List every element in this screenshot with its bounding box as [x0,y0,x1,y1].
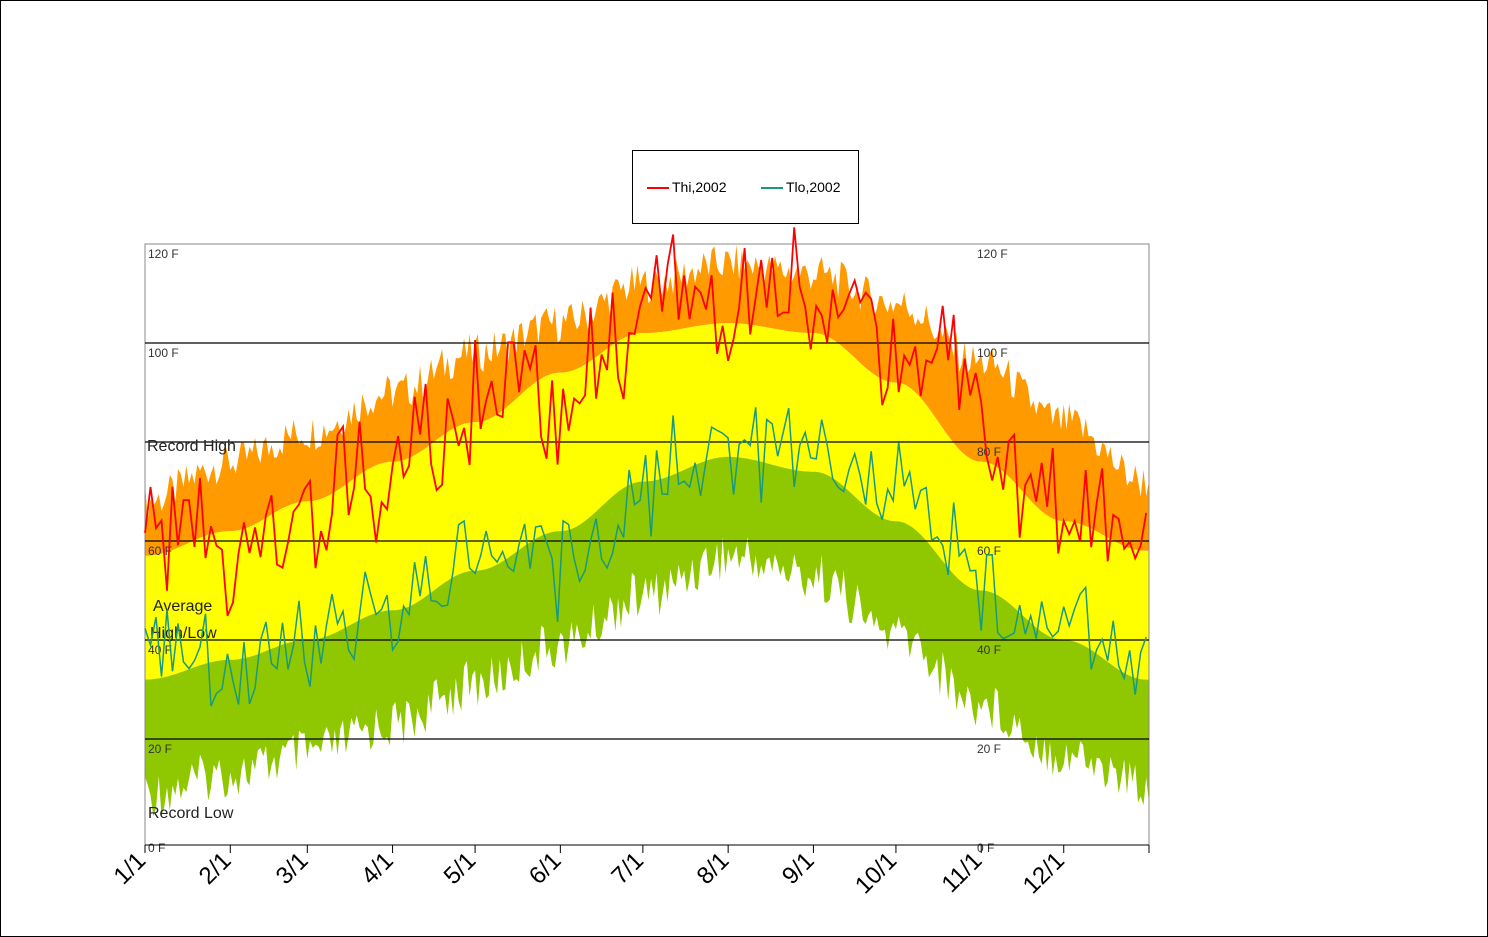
average-label-line1: Average [153,598,212,615]
record-high-label: Record High [147,438,236,455]
y-tick-label-right: 80 F [977,445,1001,459]
y-tick-label-left: 0 F [148,841,165,855]
x-tick-label: 4/1 [356,847,399,890]
record-high-band [145,244,1149,556]
legend-item-tlo: Tlo,2002 [761,179,840,195]
y-tick-label-right: 100 F [977,346,1008,360]
y-tick-label-right: 40 F [977,643,1001,657]
average-label-line2: High/Low [150,625,217,642]
tlo-2002-line [144,407,1147,707]
record-low-band [145,456,1149,817]
x-tick-label: 3/1 [271,847,314,890]
x-tick-label: 2/1 [194,847,237,890]
thi-2002-line [144,227,1148,617]
x-tick-label: 7/1 [606,847,649,890]
legend-thi-label: Thi,2002 [672,179,727,195]
y-tick-label-right: 0 F [977,841,994,855]
x-tick-label: 8/1 [692,847,735,890]
y-tick-label-left: 60 F [148,544,172,558]
y-tick-label-right: 120 F [977,247,1008,261]
legend: Thi,2002 Tlo,2002 [632,150,859,224]
y-tick-label-right: 20 F [977,742,1001,756]
y-tick-label-left: 40 F [148,643,172,657]
record-low-label: Record Low [148,805,234,822]
average-band [145,323,1149,680]
x-tick-label: 5/1 [439,847,482,890]
x-tick-label: 12/1 [1018,847,1070,899]
x-tick-label: 9/1 [777,847,820,890]
y-tick-label-left: 20 F [148,742,172,756]
legend-item-thi: Thi,2002 [647,179,726,195]
x-tick-label: 1/1 [109,847,152,890]
y-tick-label-left: 120 F [148,247,179,261]
y-tick-label-left: 100 F [148,346,179,360]
x-tick-label: 10/1 [850,847,902,899]
y-tick-label-right: 60 F [977,544,1001,558]
thi-swatch [647,187,669,190]
legend-tlo-label: Tlo,2002 [786,179,841,195]
tlo-swatch [761,187,783,190]
x-tick-label: 6/1 [524,847,567,890]
